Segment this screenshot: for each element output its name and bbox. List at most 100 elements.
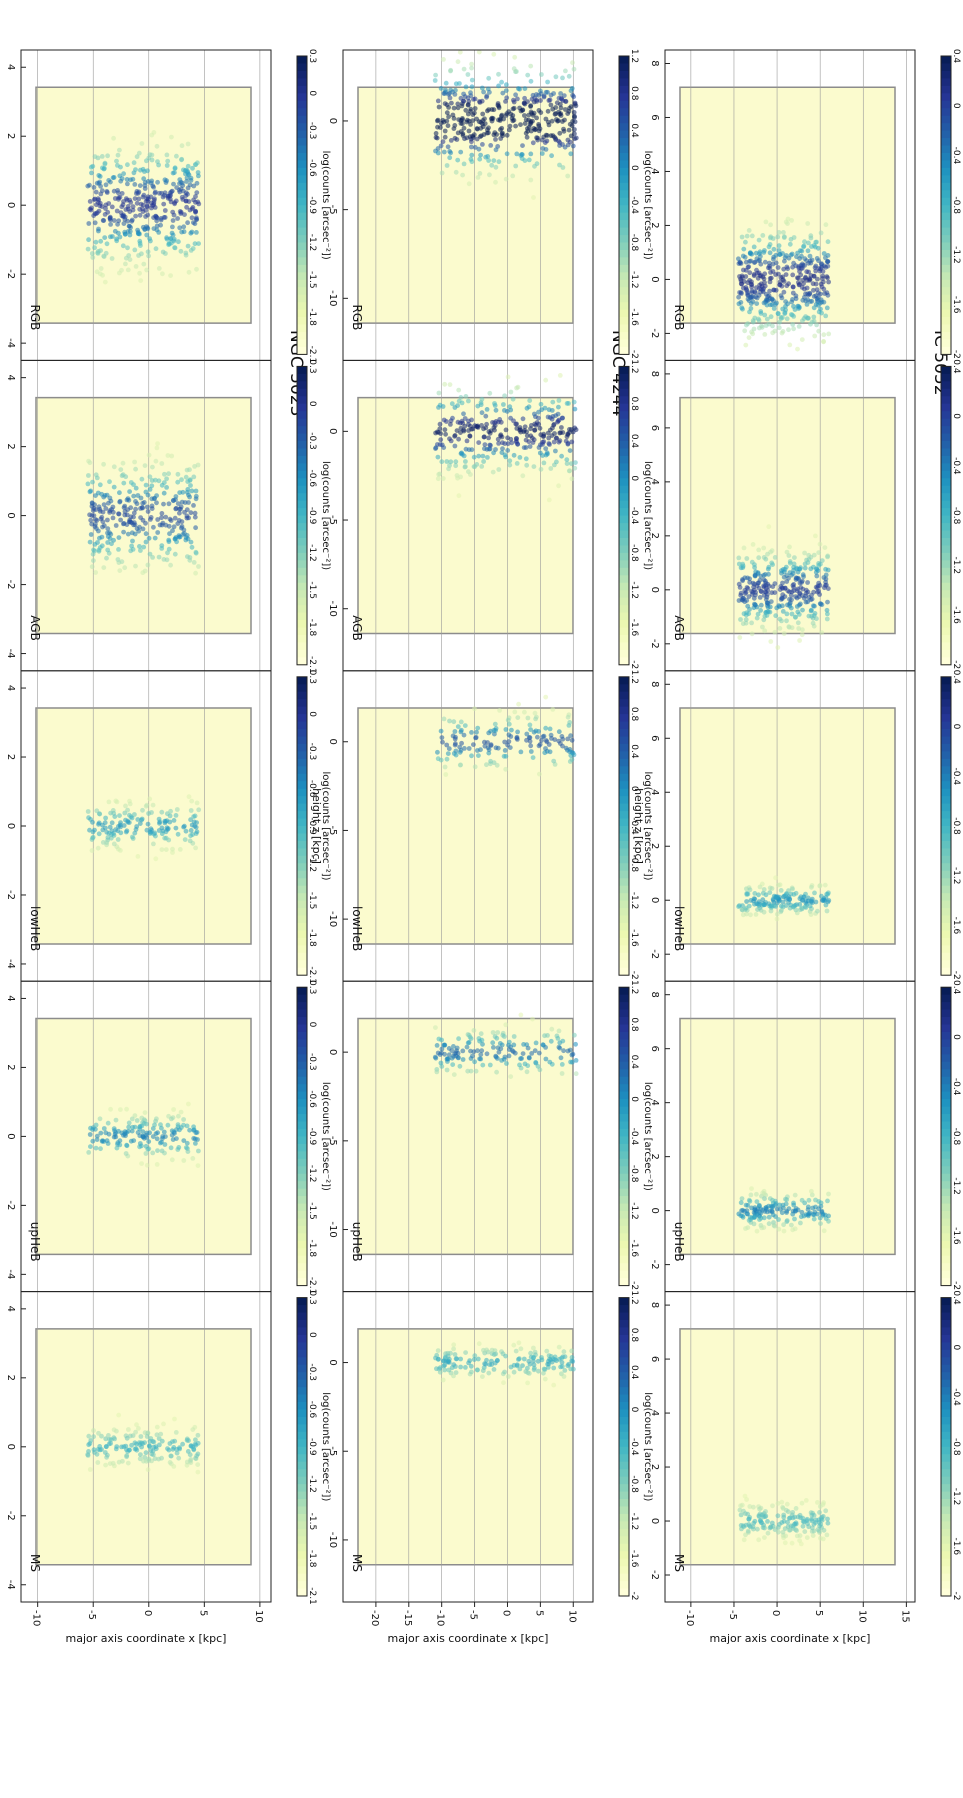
star-point: [98, 1146, 103, 1152]
star-point: [135, 493, 141, 498]
star-point: [804, 1516, 810, 1522]
colorbar-cell: [297, 612, 307, 621]
star-point: [825, 1520, 831, 1526]
star-point: [468, 1363, 474, 1369]
star-point: [799, 285, 805, 290]
star-point: [518, 1012, 524, 1018]
colorbar-cell: [941, 235, 951, 243]
star-point: [175, 479, 181, 485]
star-point: [740, 907, 745, 913]
star-point: [134, 189, 140, 194]
colorbar-cell: [297, 287, 307, 296]
colorbar-cell: [941, 78, 951, 87]
colorbar-cell: [941, 1484, 951, 1493]
star-point: [821, 339, 826, 345]
star-point: [805, 248, 811, 254]
colorbar-cell: [619, 1327, 629, 1336]
colorbar-cell: [941, 257, 951, 266]
colorbar-tick-label: -1.6: [951, 917, 961, 935]
star-point: [744, 556, 750, 561]
star-point: [134, 1118, 140, 1123]
star-point: [738, 300, 744, 305]
star-point: [483, 413, 489, 419]
star-point: [802, 550, 807, 556]
colorbar-cell: [941, 1248, 951, 1257]
colorbar-cell: [297, 567, 307, 576]
star-point: [507, 404, 513, 410]
star-point: [529, 111, 535, 116]
star-point: [108, 222, 113, 227]
star-point: [154, 500, 159, 506]
star-point: [754, 1228, 760, 1234]
star-point: [480, 1062, 486, 1068]
star-point: [102, 160, 108, 166]
star-point: [149, 506, 155, 512]
star-point: [759, 902, 765, 908]
colorbar-cell: [297, 418, 307, 427]
star-point: [441, 57, 446, 62]
star-point: [490, 469, 496, 475]
star-point: [108, 498, 114, 504]
colorbar-cell: [619, 190, 629, 199]
star-point: [775, 265, 781, 270]
star-point: [526, 1055, 532, 1061]
tick-label: -10: [327, 290, 338, 306]
star-point: [477, 156, 483, 162]
star-point: [156, 816, 162, 822]
star-point: [132, 196, 138, 202]
colorbar-cell: [941, 1278, 951, 1287]
tick-label: -4: [5, 1269, 16, 1279]
star-point: [786, 894, 792, 900]
star-point: [522, 86, 528, 91]
colorbar-cell: [941, 1031, 951, 1040]
star-point: [455, 724, 461, 729]
star-point: [806, 1197, 812, 1203]
star-point: [493, 447, 498, 452]
colorbar-cell: [297, 1248, 307, 1257]
star-point: [520, 416, 526, 422]
colorbar-cell: [941, 1091, 951, 1100]
star-point: [151, 524, 156, 530]
colorbar-cell: [297, 227, 307, 236]
colorbar-cell: [297, 115, 307, 124]
star-point: [457, 49, 463, 55]
star-point: [127, 801, 133, 807]
star-point: [740, 578, 745, 584]
tick-label: 4: [649, 1410, 660, 1416]
star-point: [489, 162, 495, 168]
star-point: [533, 92, 539, 97]
star-point: [508, 389, 514, 395]
star-point: [491, 425, 497, 430]
star-point: [466, 128, 472, 134]
star-point: [172, 200, 177, 206]
star-point: [93, 189, 99, 195]
star-point: [825, 253, 831, 258]
star-point: [152, 1122, 157, 1128]
colorbar-cell: [297, 657, 307, 666]
colorbar-cell: [297, 811, 307, 820]
star-point: [118, 830, 124, 836]
colorbar-cell: [297, 197, 307, 206]
star-point: [186, 269, 192, 275]
colorbar-cell: [619, 930, 629, 939]
star-point: [167, 531, 172, 537]
colorbar-cell: [941, 242, 951, 251]
star-point: [94, 1451, 100, 1457]
star-point: [786, 327, 791, 333]
star-point: [799, 1209, 805, 1215]
star-point: [472, 145, 478, 150]
star-point: [740, 253, 746, 259]
star-point: [108, 1106, 113, 1112]
star-point: [749, 559, 755, 565]
star-point: [86, 221, 92, 226]
star-point: [111, 188, 117, 194]
star-point: [443, 772, 449, 777]
colorbar-cell: [619, 70, 629, 79]
star-point: [170, 846, 175, 852]
star-point: [755, 901, 760, 907]
colorbar-tick-label: -2: [951, 660, 961, 669]
colorbar-cell: [297, 870, 307, 879]
star-point: [474, 424, 480, 430]
tick-label: 0: [142, 1610, 153, 1616]
